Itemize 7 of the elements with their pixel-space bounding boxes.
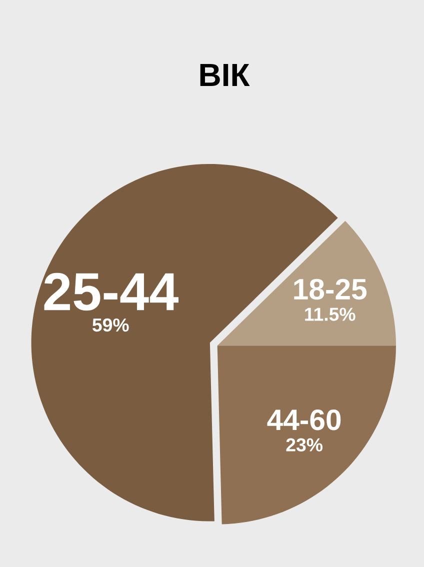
data-label: 59% bbox=[92, 318, 129, 332]
slice-label: 44-60 bbox=[267, 409, 341, 430]
slice-label: 18-25 bbox=[294, 278, 367, 300]
chart-title: ВІК bbox=[200, 64, 250, 86]
data-label: 23% bbox=[286, 438, 322, 452]
data-label: 11.5% bbox=[305, 308, 356, 321]
slice-label: 25-44 bbox=[44, 272, 178, 311]
